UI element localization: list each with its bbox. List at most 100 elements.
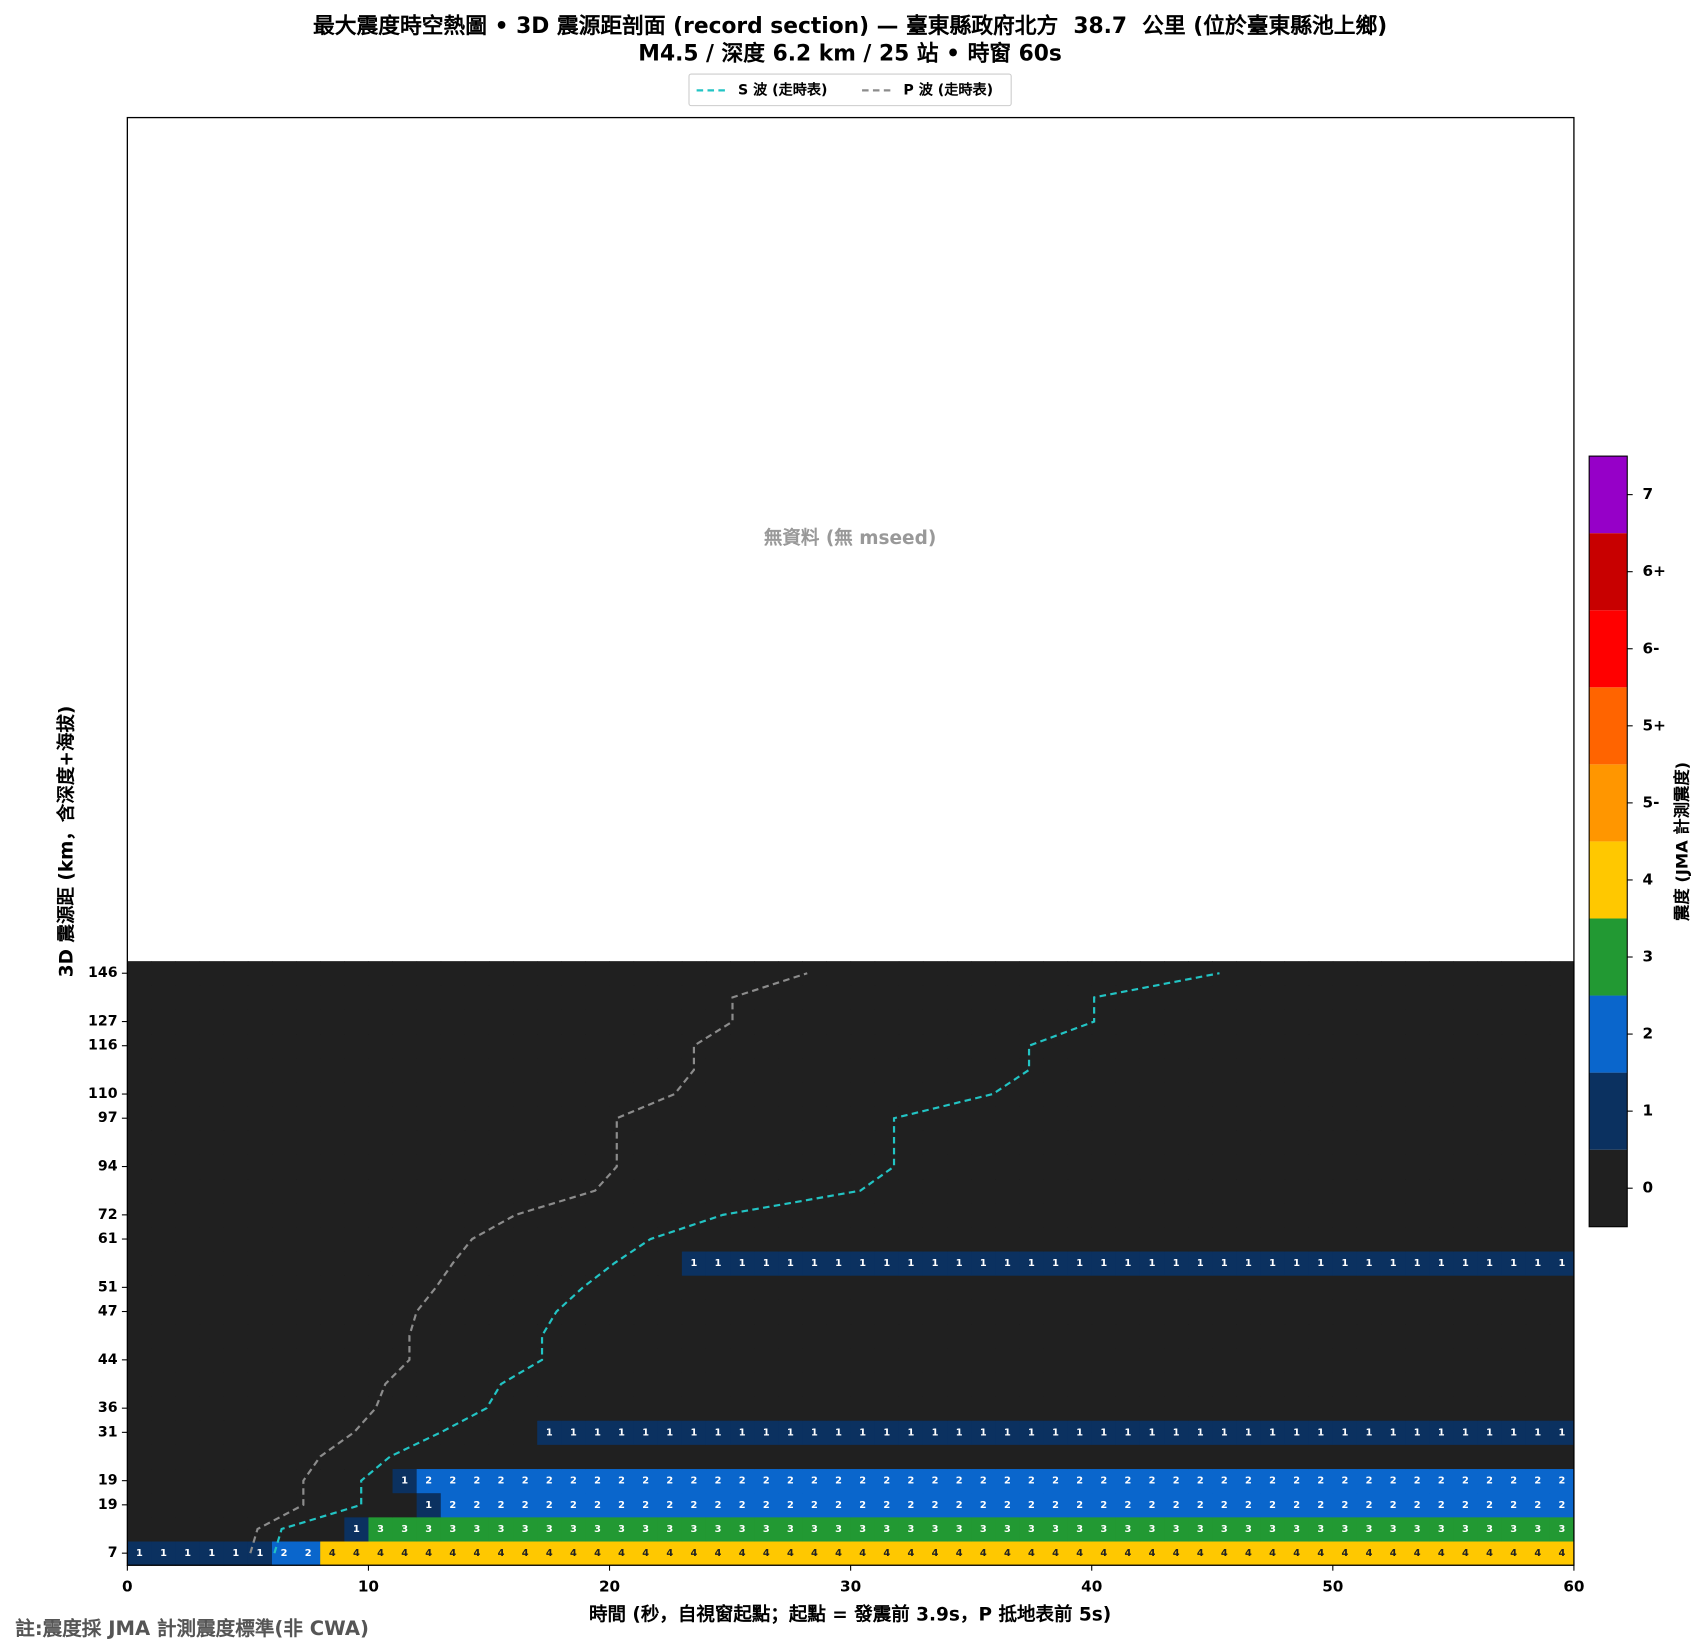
heat-cell xyxy=(1284,985,1310,1010)
cell-label: 3 xyxy=(449,1524,456,1535)
heat-cell xyxy=(609,961,635,986)
heat-cell xyxy=(1549,1396,1575,1421)
heat-cell xyxy=(1019,1492,1044,1518)
cell-label: 1 xyxy=(1028,1258,1035,1269)
heat-cell xyxy=(1260,1468,1286,1494)
y-tick-label: 7 xyxy=(108,1545,118,1561)
heat-cell xyxy=(1284,1251,1310,1276)
cell-label: 2 xyxy=(908,1476,915,1487)
heat-cell xyxy=(1405,1420,1430,1445)
heat-cell xyxy=(344,961,369,986)
heat-cell xyxy=(344,1420,369,1445)
cell-label: 2 xyxy=(546,1476,553,1487)
heat-cell xyxy=(1308,985,1334,1010)
heat-cell xyxy=(1453,1299,1478,1325)
heat-cell xyxy=(1260,1033,1286,1059)
heat-cell xyxy=(151,1444,177,1470)
heat-cell xyxy=(1308,1396,1334,1421)
y-tick-label: 146 xyxy=(88,965,118,981)
heat-cell xyxy=(1356,985,1382,1010)
heat-cell xyxy=(1260,1057,1286,1083)
heat-cell xyxy=(826,1492,852,1518)
heat-cell xyxy=(1115,1081,1141,1107)
heat-cell xyxy=(1381,1081,1406,1107)
heat-cell xyxy=(995,1420,1020,1445)
heat-cell xyxy=(947,1275,972,1300)
heat-cell xyxy=(175,1492,201,1518)
cell-label: 3 xyxy=(498,1524,505,1535)
heat-cell xyxy=(1284,1541,1310,1566)
heat-cell xyxy=(320,1323,345,1349)
heat-cell xyxy=(199,1396,225,1421)
cell-label: 1 xyxy=(1390,1427,1397,1438)
heat-cell xyxy=(1236,1178,1261,1204)
heat-cell xyxy=(513,1516,538,1542)
heat-cell xyxy=(971,1251,996,1276)
cell-label: 2 xyxy=(449,1476,456,1487)
heat-cell xyxy=(1356,1371,1382,1397)
heat-cell xyxy=(416,1154,442,1180)
heat-cell xyxy=(127,1275,152,1300)
heat-cell xyxy=(681,1106,707,1131)
cell-label: 3 xyxy=(1438,1524,1445,1535)
heat-cell xyxy=(730,1420,755,1445)
heat-cell xyxy=(1549,961,1575,986)
cell-label: 1 xyxy=(1173,1427,1180,1438)
heat-cell xyxy=(1043,1106,1069,1131)
heat-cell xyxy=(1043,1444,1069,1470)
cell-label: 1 xyxy=(908,1258,915,1269)
heat-cell xyxy=(1429,1130,1454,1155)
heat-cell xyxy=(1381,1420,1406,1445)
heat-cell xyxy=(947,1033,972,1059)
heat-cell xyxy=(1284,1275,1310,1300)
heat-cell xyxy=(1453,1492,1478,1518)
heat-cell xyxy=(1236,1541,1261,1566)
heat-cell xyxy=(1429,1299,1454,1325)
heat-cell xyxy=(175,961,201,986)
heat-cell xyxy=(1115,1009,1141,1035)
heat-cell xyxy=(1019,1202,1044,1228)
heat-cell xyxy=(898,1057,924,1083)
heat-cell xyxy=(1332,1541,1358,1566)
heat-cell xyxy=(368,1130,393,1155)
heat-cell xyxy=(657,1396,683,1421)
heat-cell xyxy=(1115,1299,1141,1325)
heat-cell xyxy=(272,1251,297,1276)
heat-cell xyxy=(1043,1130,1069,1155)
heat-cell xyxy=(705,1178,731,1204)
heat-cell xyxy=(1019,1130,1044,1155)
heat-cell xyxy=(1164,1009,1189,1035)
y-tick-label: 72 xyxy=(98,1207,118,1223)
heat-cell xyxy=(585,1154,610,1180)
heat-cell xyxy=(1236,1226,1261,1252)
heat-cell xyxy=(705,1130,731,1155)
heat-cell xyxy=(898,1154,924,1180)
heat-cell xyxy=(1188,1299,1213,1325)
cell-label: 3 xyxy=(1221,1524,1228,1535)
heat-cell xyxy=(947,985,972,1010)
heat-cell xyxy=(1091,1541,1117,1566)
heat-cell xyxy=(1356,1468,1382,1494)
heat-cell xyxy=(1188,1468,1213,1494)
heat-cell xyxy=(730,1492,755,1518)
cell-label: 4 xyxy=(425,1548,432,1559)
heat-cell xyxy=(922,1275,948,1300)
heat-cell xyxy=(1525,1323,1551,1349)
cell-label: 2 xyxy=(1341,1500,1348,1511)
heat-cell xyxy=(272,1033,297,1059)
heat-cell xyxy=(561,1396,586,1421)
heat-cell xyxy=(802,1492,827,1518)
heat-cell xyxy=(344,1178,369,1204)
heat-cell xyxy=(898,1251,924,1276)
heat-cell xyxy=(464,1492,490,1518)
heat-cell xyxy=(440,1323,466,1349)
heat-cell xyxy=(633,1420,659,1445)
heat-cell xyxy=(199,1130,225,1155)
heat-cell xyxy=(1525,1057,1551,1083)
heat-cell xyxy=(344,985,369,1010)
heat-cell xyxy=(1356,1226,1382,1252)
heat-cell xyxy=(898,1444,924,1470)
heat-cell xyxy=(705,1444,731,1470)
heat-cell xyxy=(223,1130,249,1155)
heat-cell xyxy=(464,985,490,1010)
